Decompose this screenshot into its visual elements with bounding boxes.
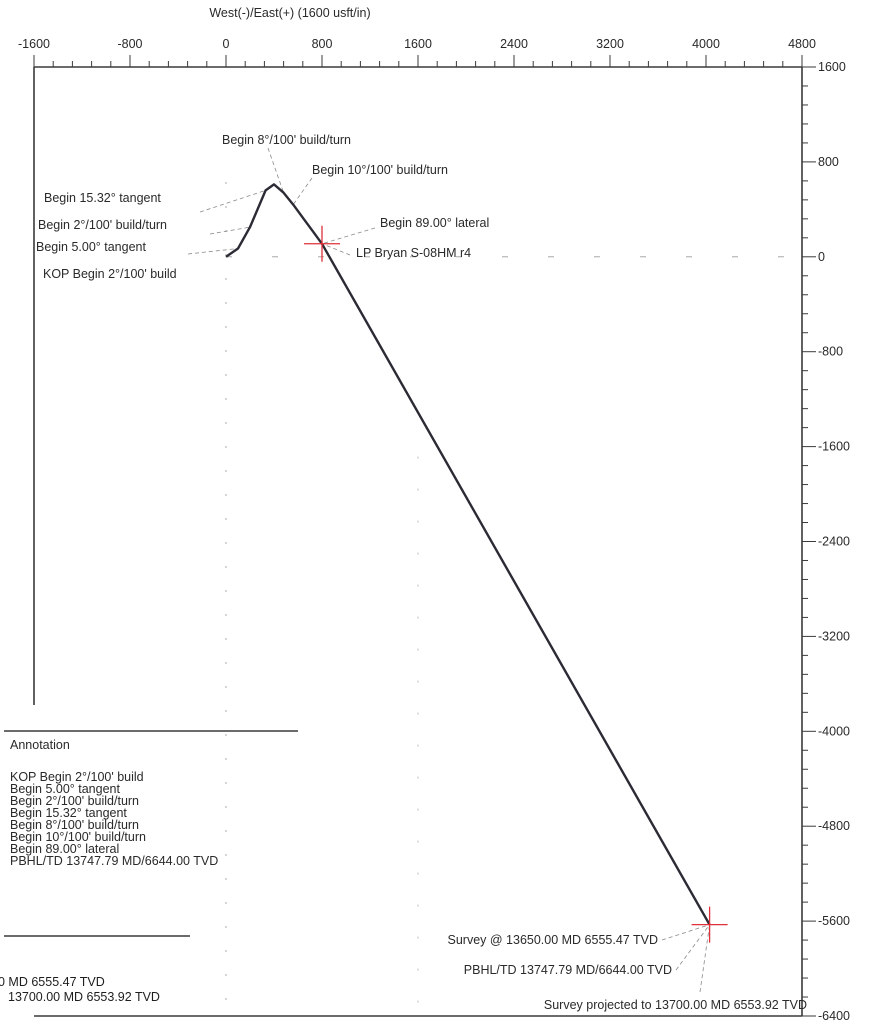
annotation-item: Begin 8°/100' build/turn <box>10 818 140 832</box>
y-tick-label: -2400 <box>818 535 850 549</box>
x-tick-label: 2400 <box>500 37 528 51</box>
plot-annotation-label: Begin 2°/100' build/turn <box>38 218 167 232</box>
x-tick-label: 800 <box>312 37 333 51</box>
plot-annotation-label: LP Bryan S-08HM r4 <box>356 246 471 260</box>
trajectory-layer <box>225 183 711 926</box>
target-markers <box>304 225 728 943</box>
plot-annotation-label: Begin 15.32° tangent <box>44 191 161 205</box>
annotation-leader <box>267 147 284 193</box>
plot-annotation-label: Begin 8°/100' build/turn <box>222 133 351 147</box>
annotation-item: Begin 15.32° tangent <box>10 806 127 820</box>
plot-annotation-label: Survey @ 13650.00 MD 6555.47 TVD <box>448 933 659 947</box>
annotation-leader <box>209 226 251 235</box>
y-tick-label: 800 <box>818 155 839 169</box>
y-tick-label: -3200 <box>818 629 850 643</box>
chart-ticks: -1600 -800 0 800 1600 2400 3200 4000 48001600800… <box>18 37 850 1023</box>
annotation-leader <box>321 243 351 256</box>
annotation-leader <box>199 189 266 213</box>
annotation-leaders <box>187 147 710 993</box>
annotation-labels: Begin 8°/100' build/turn Begin 10°/100' b… <box>36 133 807 1012</box>
cut-off-text-2: 13700.00 MD 6553.92 TVD <box>8 990 160 1004</box>
x-tick-label: 4800 <box>788 37 816 51</box>
y-tick-label: -4000 <box>818 724 850 738</box>
trajectory-line <box>225 183 711 926</box>
y-tick-label: -800 <box>818 345 843 359</box>
y-tick-label: 0 <box>818 250 825 264</box>
annotation-leader <box>321 227 376 245</box>
x-tick-label: 4000 <box>692 37 720 51</box>
annotation-item: Begin 10°/100' build/turn <box>10 830 146 844</box>
x-tick-label: 0 <box>223 37 230 51</box>
y-tick-label: 1600 <box>818 60 846 74</box>
annotation-leader <box>675 924 710 971</box>
x-tick-label: 3200 <box>596 37 624 51</box>
plot-annotation-label: Survey projected to 13700.00 MD 6553.92 … <box>544 998 807 1012</box>
plot-annotation-label: Begin 5.00° tangent <box>36 240 146 254</box>
plot-annotation-label: KOP Begin 2°/100' build <box>43 267 177 281</box>
plot-annotation-label: Begin 89.00° lateral <box>380 216 489 230</box>
x-tick-label: -800 <box>117 37 142 51</box>
y-tick-label: -6400 <box>818 1009 850 1023</box>
x-axis-title: West(-)/East(+) (1600 usft/in) <box>209 6 370 20</box>
annotation-item: Begin 89.00° lateral <box>10 842 120 856</box>
annotation-item: PBHL/TD 13747.79 MD/6644.00 TVD <box>10 854 219 868</box>
annotation-legend-title: Annotation <box>10 738 70 752</box>
annotation-item: Begin 5.00° tangent <box>10 782 120 796</box>
chart-axes <box>4 66 803 1017</box>
annotation-legend-list: KOP Begin 2°/100' build Begin 5.00° tang… <box>10 770 219 868</box>
annotation-leader <box>699 924 710 993</box>
plot-annotation-label: PBHL/TD 13747.79 MD/6644.00 TVD <box>464 963 672 977</box>
x-tick-label: 1600 <box>404 37 432 51</box>
y-tick-label: -5600 <box>818 914 850 928</box>
x-tick-label: -1600 <box>18 37 50 51</box>
annotation-leader <box>187 248 239 255</box>
reference-lines <box>225 182 802 1016</box>
y-tick-label: -1600 <box>818 440 850 454</box>
annotation-item: Begin 2°/100' build/turn <box>10 794 140 808</box>
annotation-leader <box>661 924 710 941</box>
annotation-item: KOP Begin 2°/100' build <box>10 770 144 784</box>
annotation-leader <box>292 177 313 205</box>
y-tick-label: -4800 <box>818 819 850 833</box>
plot-annotation-label: Begin 10°/100' build/turn <box>312 163 448 177</box>
cut-off-text-1: 0 MD 6555.47 TVD <box>0 975 105 989</box>
